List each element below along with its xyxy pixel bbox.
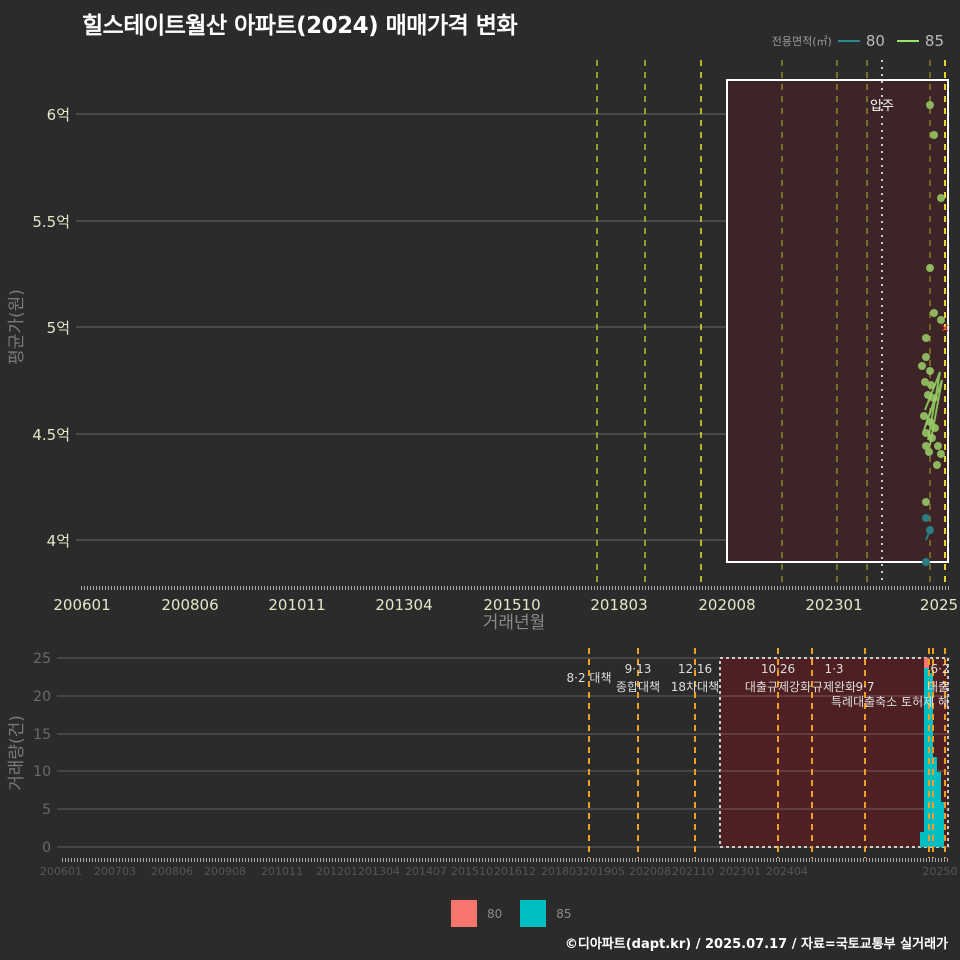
svg-text:200806: 200806 — [151, 865, 193, 878]
svg-text:6억: 6억 — [47, 106, 70, 124]
svg-text:9·7: 9·7 — [855, 680, 874, 694]
svg-text:202301: 202301 — [719, 865, 761, 878]
legend-label-85: 85 — [924, 32, 944, 50]
svg-text:202110: 202110 — [672, 865, 714, 878]
svg-text:201803: 201803 — [590, 596, 647, 614]
svg-text:5억: 5억 — [47, 319, 70, 337]
svg-text:200601: 200601 — [40, 865, 82, 878]
svg-text:201510: 201510 — [451, 865, 493, 878]
svg-text:201803: 201803 — [541, 865, 583, 878]
svg-text:200601: 200601 — [53, 596, 110, 614]
volume-bars — [920, 658, 944, 847]
svg-text:202301: 202301 — [805, 596, 862, 614]
svg-text:20: 20 — [33, 689, 51, 705]
legend-title: 전용면적(㎡) — [771, 35, 832, 48]
red-marker: × — [940, 321, 950, 335]
svg-text:4억: 4억 — [47, 532, 70, 550]
svg-text:201011: 201011 — [261, 865, 303, 878]
volume-chart: 8·2 대책 9·13 종합대책 12·16 18차대책 10·26 대출규제강… — [7, 648, 958, 878]
svg-text:201011: 201011 — [268, 596, 325, 614]
price-y-label: 평균가(원) — [7, 289, 27, 365]
svg-text:202008: 202008 — [629, 865, 671, 878]
svg-text:20250: 20250 — [923, 865, 958, 878]
legend-label-80-bar: 80 — [487, 906, 503, 921]
volume-x-ticks: 200601 200703 200806 200908 201011 20120… — [40, 865, 958, 878]
legend-label-85-bar: 85 — [556, 906, 572, 921]
volume-y-label: 거래량(건) — [7, 715, 27, 791]
svg-text:2025: 2025 — [920, 596, 958, 614]
volume-highlight-region — [719, 657, 949, 848]
svg-text:201304: 201304 — [375, 596, 432, 614]
svg-text:201905: 201905 — [583, 865, 625, 878]
volume-event-lines — [588, 648, 946, 858]
svg-text:200703: 200703 — [94, 865, 136, 878]
source-credit: ©디아파트(dapt.kr) / 2025.07.17 / 자료=국토교통부 실… — [564, 937, 948, 952]
volume-event-labels: 8·2 대책 9·13 종합대책 12·16 18차대책 10·26 대출규제강… — [567, 662, 950, 709]
svg-text:0: 0 — [42, 840, 51, 856]
svg-text:4.5억: 4.5억 — [32, 426, 70, 444]
svg-text:201304: 201304 — [358, 865, 400, 878]
legend-swatch-85-bar — [520, 900, 547, 927]
svg-text:201612: 201612 — [494, 865, 536, 878]
svg-text:9·13: 9·13 — [625, 662, 652, 676]
svg-text:대출규제강화: 대출규제강화 — [745, 680, 811, 694]
price-x-ticks: 200601 200806 201011 201304 201510 20180… — [53, 596, 958, 614]
svg-text:5.5억: 5.5억 — [32, 213, 70, 231]
svg-text:종합대책: 종합대책 — [616, 679, 660, 694]
svg-text:12·16: 12·16 — [678, 662, 712, 676]
svg-text:201407: 201407 — [405, 865, 447, 878]
svg-text:10·26: 10·26 — [761, 662, 795, 676]
series-80-points — [922, 514, 934, 566]
svg-text:규제완화: 규제완화 — [812, 680, 856, 694]
svg-text:특례대출축소 토허제 해: 특례대출축소 토허제 해 — [831, 695, 949, 709]
volume-y-ticks: 25 20 15 10 5 0 — [33, 651, 51, 856]
svg-text:201510: 201510 — [483, 596, 540, 614]
svg-text:6·2: 6·2 — [930, 662, 949, 676]
svg-text:202404: 202404 — [766, 865, 808, 878]
area-legend: 전용면적(㎡) 80 85 — [772, 32, 950, 50]
svg-text:202008: 202008 — [698, 596, 755, 614]
highlight-region — [726, 79, 949, 563]
series-85-points — [918, 101, 945, 506]
svg-text:18차대책: 18차대책 — [671, 679, 719, 694]
legend-label-80: 80 — [865, 32, 885, 50]
price-x-label: 거래년월 — [483, 613, 546, 633]
legend-swatch-85 — [896, 40, 919, 42]
bottom-legend: 80 85 — [451, 900, 580, 927]
svg-text:5: 5 — [42, 802, 51, 818]
svg-text:25: 25 — [33, 651, 51, 667]
svg-text:200806: 200806 — [161, 596, 218, 614]
legend-swatch-80-bar — [451, 900, 477, 927]
svg-text:10: 10 — [33, 764, 51, 780]
policy-event-lines — [596, 60, 946, 585]
svg-text:1·3: 1·3 — [824, 662, 843, 676]
svg-text:200908: 200908 — [204, 865, 246, 878]
svg-text:15: 15 — [33, 727, 51, 743]
svg-text:대출: 대출 — [927, 680, 949, 694]
chart-title: 힐스테이트월산 아파트(2024) 매매가격 변화 — [82, 13, 518, 39]
legend-swatch-80 — [837, 40, 860, 42]
move-in-annotation: 입주 — [870, 99, 894, 114]
price-y-ticks: 6억 5.5억 5억 4.5억 4억 — [32, 106, 70, 550]
price-chart: 입주 × 6억 — [7, 60, 958, 633]
svg-text:201201: 201201 — [316, 865, 358, 878]
svg-text:8·2 대책: 8·2 대책 — [567, 670, 612, 685]
